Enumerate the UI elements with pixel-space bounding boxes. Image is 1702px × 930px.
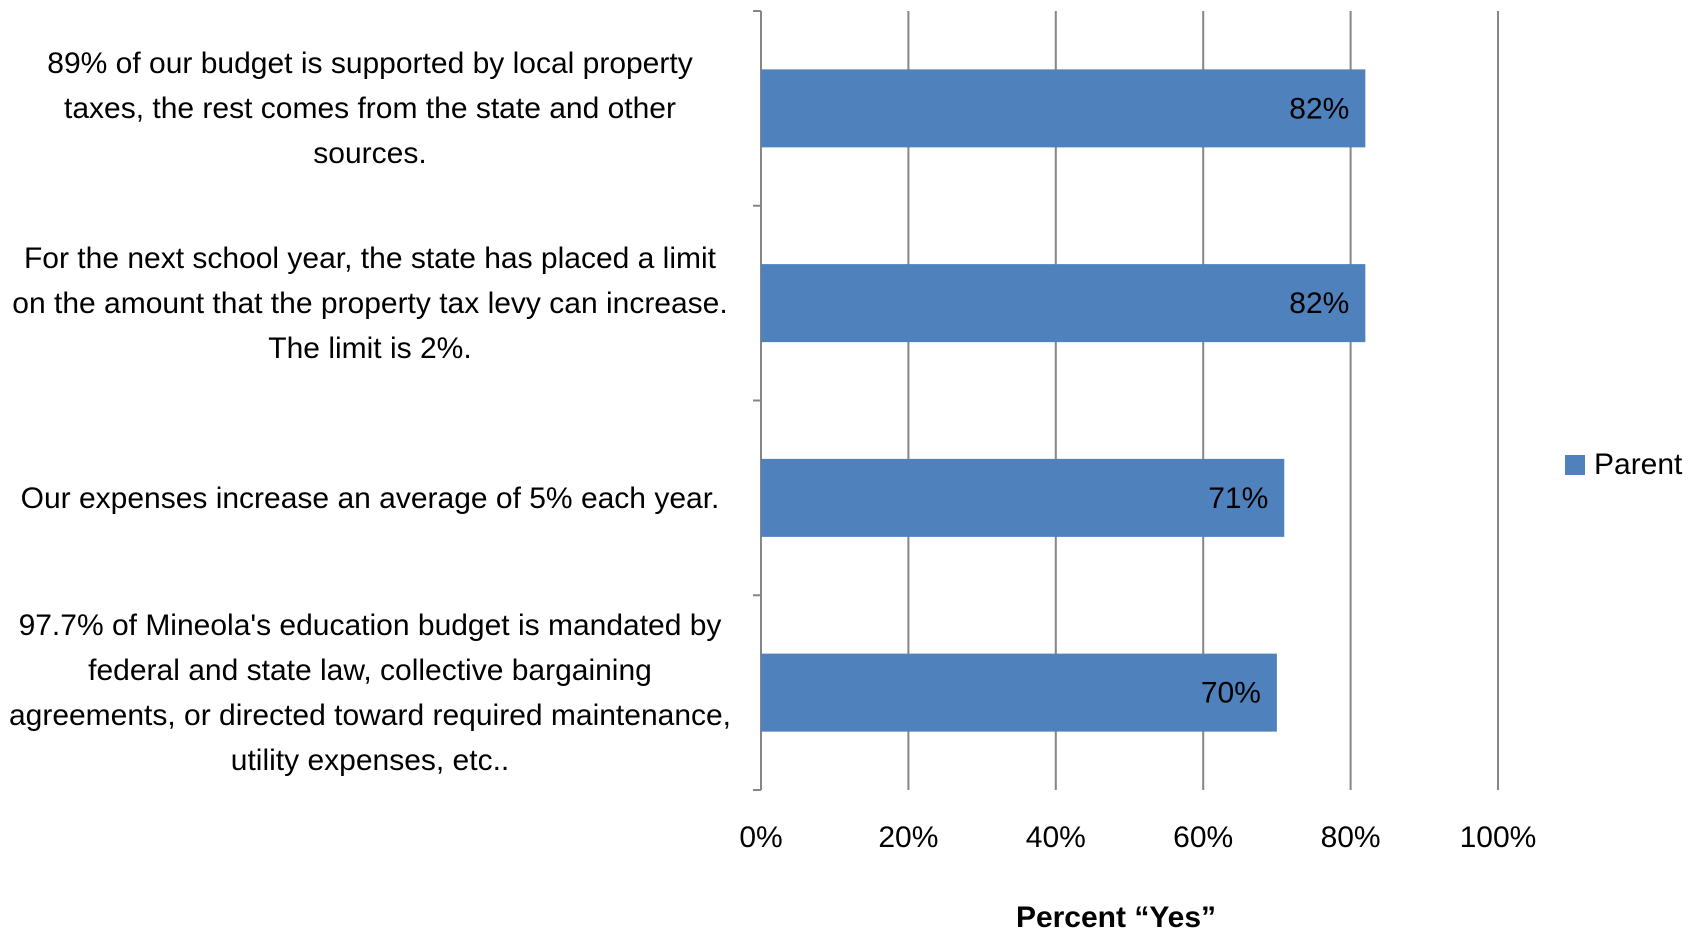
x-tick-label: 0% — [739, 821, 782, 854]
y-tick-label: 97.7% of Mineola's education budget is m… — [8, 608, 732, 777]
legend-swatch — [1565, 455, 1585, 475]
x-tick-label: 100% — [1460, 821, 1537, 854]
bar — [761, 653, 1277, 732]
y-tick-label: Our expenses increase an average of 5% e… — [20, 481, 720, 515]
x-tick-label: 20% — [878, 821, 938, 854]
data-label: 82% — [1289, 287, 1349, 320]
bar — [761, 69, 1366, 148]
x-tick-label: 60% — [1173, 821, 1233, 854]
data-label: 82% — [1289, 92, 1349, 125]
bar — [761, 264, 1366, 343]
y-tick-label: 89% of our budget is supported by local … — [47, 47, 693, 170]
data-label: 70% — [1201, 677, 1261, 710]
x-tick-label: 80% — [1321, 821, 1381, 854]
data-label: 71% — [1208, 482, 1268, 515]
x-tick-label: 40% — [1026, 821, 1086, 854]
legend-label: Parent — [1594, 448, 1683, 481]
x-axis-title: Percent “Yes” — [1016, 901, 1216, 930]
y-tick-label: For the next school year, the state has … — [12, 241, 728, 365]
bar — [761, 458, 1285, 537]
